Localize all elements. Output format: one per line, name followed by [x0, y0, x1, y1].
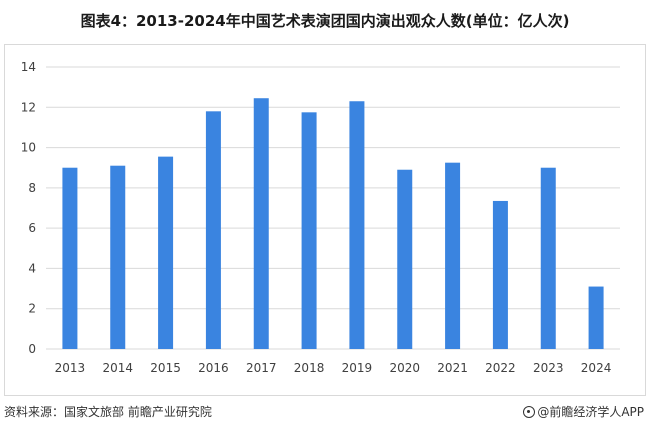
y-tick-label: 4: [28, 261, 36, 275]
x-tick-label: 2014: [102, 361, 133, 375]
x-tick-label: 2017: [246, 361, 277, 375]
bar-2020: [397, 169, 413, 349]
y-tick-label: 14: [21, 60, 36, 74]
bar-2013: [62, 167, 78, 349]
x-tick-label: 2015: [150, 361, 181, 375]
source-note: 资料来源：国家文旅部 前瞻产业研究院: [4, 405, 212, 419]
bar-2014: [110, 165, 126, 349]
y-tick-label: 12: [21, 100, 36, 114]
chart-title: 图表4：2013-2024年中国艺术表演团国内演出观众人数(单位：亿人次): [80, 12, 570, 30]
brand-credit: @前瞻经济学人APP: [523, 403, 644, 420]
y-axis-ticks: 0 2 4 6 8 10 12 14: [21, 60, 36, 356]
brand-logo-icon: [523, 406, 536, 418]
x-tick-label: 2020: [389, 361, 420, 375]
chart-frame: [4, 44, 646, 396]
x-tick-label: 2022: [485, 361, 516, 375]
x-tick-label: 2018: [294, 361, 325, 375]
bar-2021: [445, 162, 461, 349]
bar-2015: [158, 156, 174, 349]
x-tick-label: 2023: [533, 361, 564, 375]
y-tick-label: 10: [21, 141, 36, 155]
x-tick-label: 2013: [55, 361, 86, 375]
bar-2024: [588, 286, 604, 349]
bars: [62, 98, 604, 349]
brand-label: @前瞻经济学人APP: [537, 405, 644, 419]
x-tick-label: 2021: [437, 361, 468, 375]
bar-2017: [253, 98, 269, 349]
y-tick-label: 2: [28, 302, 36, 316]
bar-2016: [205, 111, 221, 349]
y-tick-label: 8: [28, 181, 36, 195]
x-tick-label: 2024: [581, 361, 612, 375]
x-axis-ticks: 2013 2014 2015 2016 2017 2018 2019 2020 2021 2022…: [55, 361, 612, 375]
y-tick-label: 0: [28, 342, 36, 356]
x-tick-label: 2016: [198, 361, 229, 375]
y-tick-label: 6: [28, 221, 36, 235]
grid-lines: [46, 66, 620, 350]
bar-2019: [349, 101, 365, 349]
bar-2023: [540, 167, 556, 349]
bar-2022: [492, 200, 508, 349]
x-tick-label: 2019: [342, 361, 373, 375]
bar-2018: [301, 112, 317, 349]
